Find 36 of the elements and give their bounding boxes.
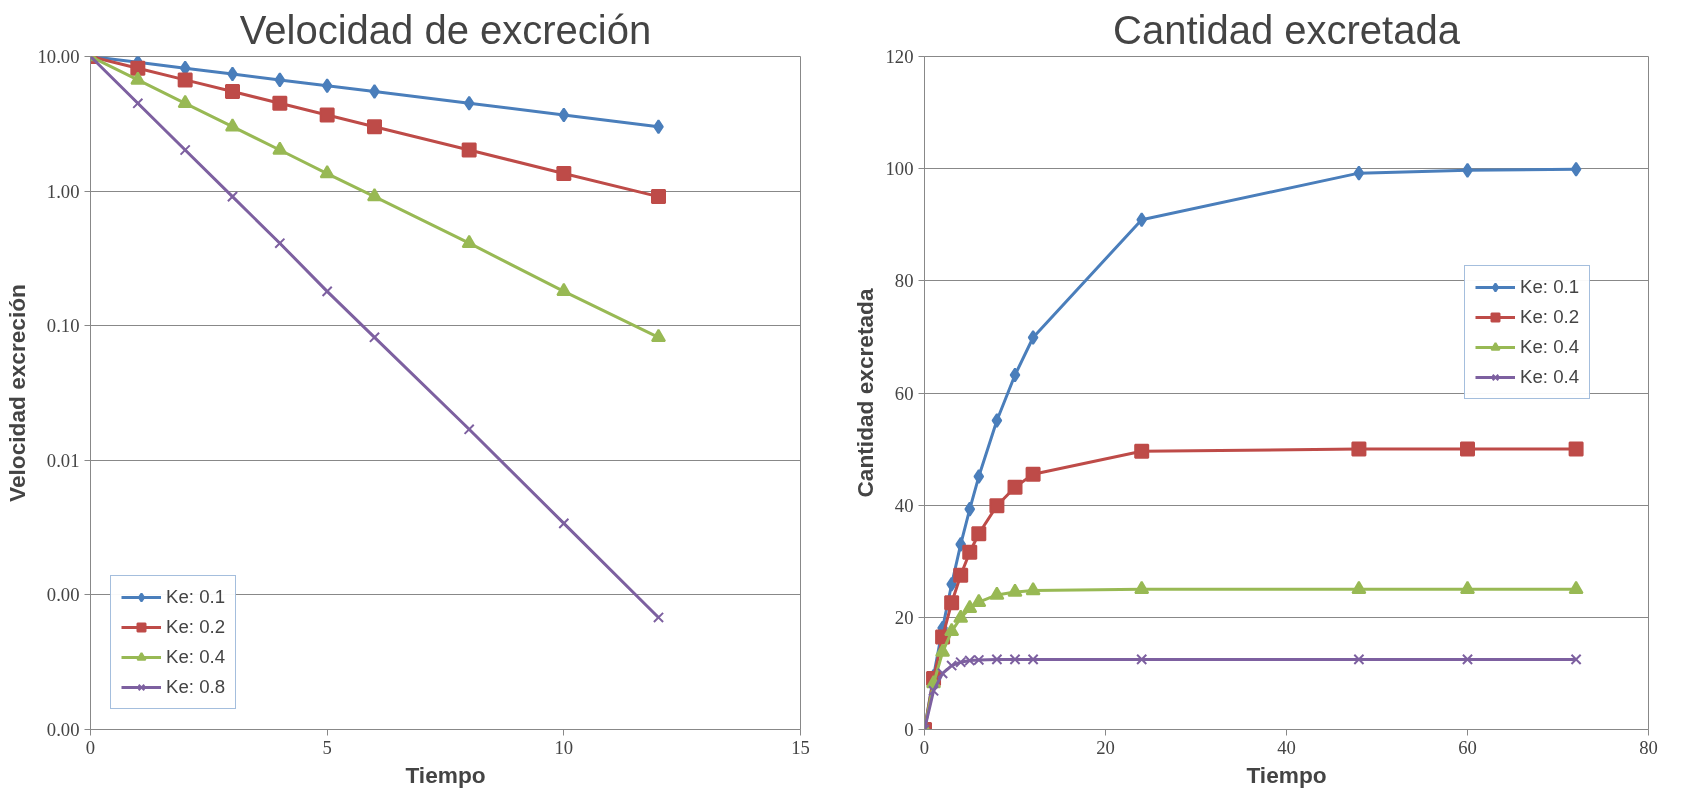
y-axis-title: Cantidad excretada <box>851 288 878 498</box>
chart-title: Velocidad de excreción <box>239 7 652 52</box>
legend-label: Ke: 0.4 <box>166 646 226 668</box>
legend-label: Ke: 0.2 <box>166 616 226 638</box>
legend-label: Ke: 0.4 <box>1520 336 1580 358</box>
x-tick-label: 0 <box>85 736 96 758</box>
y-tick-label: 10.00 <box>37 46 80 67</box>
y-tick-label: 1.00 <box>46 180 80 202</box>
x-tick-label: 5 <box>322 736 332 758</box>
y-tick-label: 0.00 <box>46 719 80 740</box>
y-tick-label: 0.10 <box>46 315 80 337</box>
y-tick-label: 0 <box>904 719 914 740</box>
y-tick-label: 20 <box>894 606 914 628</box>
x-tick-label: 20 <box>1096 736 1115 758</box>
x-axis-title: Tiempo <box>405 761 486 788</box>
legend-label: Ke: 0.1 <box>1520 276 1580 298</box>
x-tick-label: 0 <box>919 736 930 758</box>
y-tick-label: 80 <box>894 270 914 292</box>
y-axis-title: Velocidad excreción <box>3 284 30 502</box>
x-tick-label: 40 <box>1277 736 1296 758</box>
x-tick-label: 80 <box>1639 736 1658 758</box>
y-tick-label: 0.00 <box>46 584 80 606</box>
y-tick-label: 120 <box>885 46 914 67</box>
legend-label: Ke: 0.8 <box>166 676 226 698</box>
x-tick-label: 15 <box>791 736 810 758</box>
y-tick-label: 40 <box>894 494 914 516</box>
y-tick-label: 60 <box>894 382 914 404</box>
x-axis-title: Tiempo <box>1246 761 1327 788</box>
y-tick-label: 100 <box>885 158 914 180</box>
x-tick-label: 60 <box>1458 736 1477 758</box>
legend-label: Ke: 0.2 <box>1520 306 1580 328</box>
x-tick-label: 10 <box>554 736 574 758</box>
y-tick-label: 0.01 <box>46 449 80 471</box>
legend-label: Ke: 0.1 <box>166 586 226 608</box>
legend-label: Ke: 0.4 <box>1520 366 1580 388</box>
chart-title: Cantidad excretada <box>1113 7 1461 52</box>
